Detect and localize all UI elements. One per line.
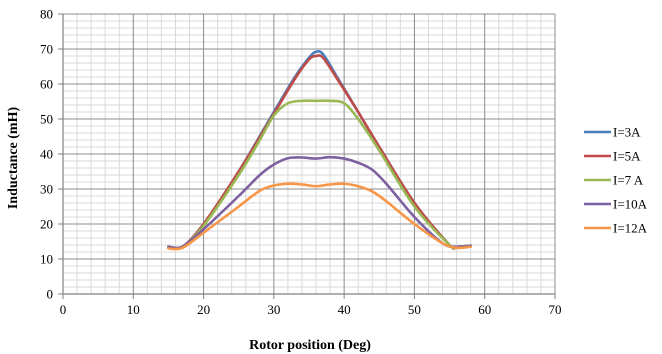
y-tick-label: 30 [40, 182, 53, 197]
y-axis-title: Inductance (mH) [6, 107, 21, 210]
legend-item: I=10A [584, 197, 648, 212]
y-tick-label: 50 [40, 112, 53, 127]
series-line-4 [167, 155, 472, 250]
axes [58, 13, 556, 299]
series-lines [167, 49, 472, 251]
y-tick-label: 40 [40, 147, 53, 162]
series-line-5 [167, 182, 472, 251]
legend-label: I=10A [613, 197, 648, 212]
y-tick-label: 20 [40, 217, 53, 232]
x-tick-label: 40 [338, 302, 351, 317]
x-tick-label: 10 [127, 302, 140, 317]
y-tick-label: 80 [40, 7, 53, 22]
legend-item: I=7 A [584, 173, 644, 188]
legend-label: I=3A [613, 125, 641, 140]
x-tick-label: 70 [549, 302, 562, 317]
legend-item: I=3A [584, 125, 641, 140]
x-tick-labels: 0 10 20 30 40 50 60 70 [60, 302, 562, 317]
x-tick-label: 0 [60, 302, 67, 317]
series-line-3 [167, 99, 472, 250]
legend-label: I=7 A [613, 173, 644, 188]
x-axis-title: Rotor position (Deg) [249, 338, 371, 353]
legend-label: I=5A [613, 149, 641, 164]
x-tick-label: 30 [267, 302, 280, 317]
major-gridlines [63, 13, 556, 294]
y-tick-label: 10 [40, 252, 53, 267]
y-tick-label: 60 [40, 77, 53, 92]
y-tick-label: 0 [47, 287, 54, 302]
x-tick-label: 20 [197, 302, 210, 317]
y-tick-label: 70 [40, 42, 53, 57]
legend-label: I=12A [613, 221, 648, 236]
x-tick-label: 50 [408, 302, 421, 317]
y-tick-labels: 0 10 20 30 40 50 60 70 80 [40, 7, 53, 302]
x-tick-label: 60 [478, 302, 491, 317]
legend-item: I=12A [584, 221, 648, 236]
legend: I=3A I=5A I=7 A I=10A I=12A [584, 125, 648, 236]
legend-item: I=5A [584, 149, 641, 164]
series-line-2 [167, 54, 472, 250]
